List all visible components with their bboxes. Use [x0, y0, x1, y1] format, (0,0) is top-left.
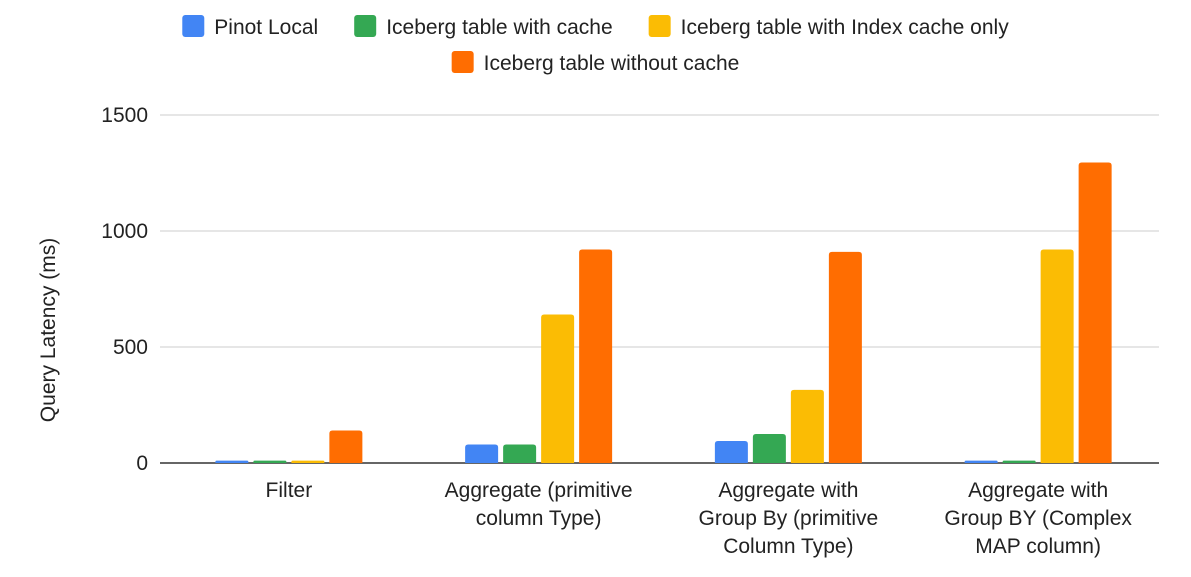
- bar: [579, 249, 613, 463]
- x-category-label: Aggregate with Group BY (Complex MAP colum…: [944, 479, 1132, 558]
- y-tick-label: 500: [113, 336, 148, 359]
- bar: [541, 314, 575, 463]
- bars: [215, 162, 1112, 463]
- bar: [828, 251, 862, 463]
- bar: [752, 434, 786, 463]
- x-category-label: Filter: [266, 479, 313, 502]
- bar: [1040, 249, 1074, 463]
- legend-label: Iceberg table with cache: [386, 16, 612, 39]
- legend-swatch: [354, 15, 377, 37]
- x-category-label-line: Aggregate with: [718, 479, 858, 502]
- x-category-label-line: MAP column): [975, 535, 1101, 558]
- x-category-label-line: Aggregate with: [968, 479, 1108, 502]
- bar: [291, 460, 325, 463]
- bar: [465, 444, 499, 463]
- legend-swatch: [182, 15, 205, 37]
- x-category-label-line: Aggregate (primitive: [445, 479, 633, 502]
- y-axis-title: Query Latency (ms): [37, 238, 60, 422]
- y-tick-label: 0: [136, 452, 148, 475]
- bar: [790, 389, 824, 463]
- bar: [1078, 162, 1112, 463]
- x-category-label-line: Group BY (Complex: [944, 507, 1132, 530]
- bar: [503, 444, 537, 463]
- y-tick-label: 1500: [101, 104, 148, 127]
- bar: [714, 440, 748, 463]
- x-category-label: Aggregate (primitive column Type): [445, 479, 633, 530]
- legend-swatch: [451, 51, 474, 73]
- bar: [215, 460, 249, 463]
- x-category-label-line: Filter: [266, 479, 313, 502]
- bar: [253, 460, 287, 463]
- bar: [1002, 460, 1036, 463]
- legend-label: Iceberg table without cache: [484, 52, 740, 75]
- legend-swatch: [648, 15, 671, 37]
- x-category-label-line: Group By (primitive: [699, 507, 879, 530]
- legend-label: Iceberg table with Index cache only: [681, 16, 1010, 39]
- x-category-label-line: Column Type): [723, 535, 853, 558]
- x-axis-labels: Filter Aggregate (primitive column Type)Ag…: [266, 479, 1133, 558]
- gridlines: [160, 114, 1159, 464]
- bar: [964, 460, 998, 463]
- y-axis-ticks: 0 500 1000 1500: [101, 104, 148, 475]
- legend-label: Pinot Local: [214, 16, 318, 39]
- bar: [329, 430, 363, 463]
- x-category-label-line: column Type): [476, 507, 602, 530]
- legend: Pinot Local Iceberg table with cache Icebe…: [182, 15, 1009, 75]
- y-tick-label: 1000: [101, 220, 148, 243]
- x-category-label: Aggregate with Group By (primitive Column …: [699, 479, 879, 558]
